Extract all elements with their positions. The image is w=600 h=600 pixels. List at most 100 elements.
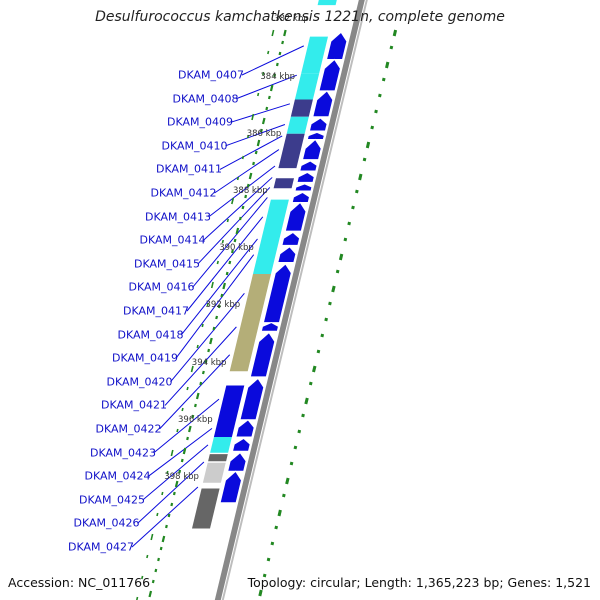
tick-mark — [374, 109, 378, 114]
kbp-position-label: 390 kbp — [219, 243, 254, 254]
tick-mark — [188, 425, 192, 433]
cds-feature-arrow — [277, 246, 297, 263]
kbp-position-label: 392 kbp — [205, 300, 241, 311]
content-block — [192, 488, 220, 529]
tick-mark — [216, 260, 219, 265]
tick-mark — [246, 183, 250, 188]
tick-mark — [201, 370, 205, 375]
gene-label[interactable]: DKAM_0411 — [156, 162, 222, 176]
tick-mark — [191, 414, 195, 419]
gene-leader-line — [241, 45, 305, 76]
tick-mark — [316, 349, 321, 354]
tick-mark — [251, 113, 255, 121]
tick-mark — [236, 176, 240, 181]
gene-leader-line — [208, 165, 276, 217]
tick-mark — [186, 436, 189, 441]
backbone-track — [214, 0, 365, 600]
gene-leader-line — [219, 135, 283, 170]
gene-label[interactable]: DKAM_0421 — [101, 398, 167, 412]
gene-label[interactable]: DKAM_0413 — [145, 210, 211, 224]
gene-label[interactable]: DKAM_0407 — [178, 68, 244, 82]
tick-mark — [170, 502, 174, 507]
gene-leader-line — [214, 149, 280, 194]
gene-label[interactable]: DKAM_0427 — [68, 540, 134, 554]
cds-feature-arrow — [284, 201, 307, 232]
gene-label[interactable]: DKAM_0419 — [112, 351, 178, 365]
cds-feature-arrow — [291, 191, 311, 203]
content-block — [202, 462, 226, 483]
tick-mark — [154, 568, 158, 573]
gene-label[interactable]: DKAM_0418 — [117, 328, 184, 342]
gene-label[interactable]: DKAM_0420 — [106, 375, 173, 389]
tick-mark — [238, 216, 242, 221]
cds-feature-arrow — [260, 322, 280, 332]
content-block — [253, 199, 289, 274]
tick-mark — [293, 445, 298, 450]
gene-label[interactable]: DKAM_0424 — [84, 469, 151, 483]
tick-mark — [241, 205, 245, 210]
gene-leader-line — [153, 398, 220, 453]
cds-feature-arrow — [219, 470, 243, 504]
tick-mark — [206, 302, 209, 307]
tick-mark — [233, 238, 237, 243]
tick-mark — [365, 141, 371, 149]
gene-label[interactable]: DKAM_0425 — [79, 493, 145, 507]
gene-label[interactable]: DKAM_0415 — [134, 257, 200, 271]
tick-mark — [347, 221, 351, 226]
tick-mark — [389, 45, 394, 50]
tick-mark — [244, 194, 248, 199]
gene-leader-line — [186, 216, 264, 312]
tick-mark — [258, 589, 263, 597]
tick-mark — [277, 509, 282, 517]
tick-mark — [228, 260, 232, 265]
tick-mark — [146, 554, 149, 559]
kbp-position-label: 388 kbp — [233, 186, 268, 196]
tick-mark — [262, 573, 267, 578]
gene-label[interactable]: DKAM_0408 — [172, 92, 239, 106]
gene-label[interactable]: DKAM_0416 — [128, 280, 195, 294]
gene-label[interactable]: DKAM_0410 — [161, 139, 228, 153]
tick-mark — [226, 218, 229, 223]
gene-label[interactable]: DKAM_0422 — [95, 422, 162, 436]
cds-feature-arrow — [281, 231, 301, 246]
tick-mark — [256, 139, 261, 147]
gene-label[interactable]: DKAM_0423 — [90, 446, 156, 460]
kbp-position-label: 398 kbp — [164, 472, 199, 482]
gene-leader-line — [197, 187, 271, 265]
tick-mark — [328, 301, 332, 306]
gene-leader-line — [181, 238, 258, 335]
gene-label[interactable]: DKAM_0417 — [123, 304, 189, 318]
gene-label[interactable]: DKAM_0414 — [139, 233, 206, 247]
tick-mark — [269, 84, 274, 92]
gene-label[interactable]: DKAM_0409 — [167, 115, 233, 129]
cds-feature-arrow — [296, 171, 315, 183]
tick-mark — [331, 285, 336, 293]
tick-mark — [266, 557, 271, 562]
cds-feature-arrow — [262, 263, 292, 324]
tick-mark — [297, 429, 302, 434]
cds-feature-arrow — [325, 31, 348, 60]
gene-leader-line — [175, 254, 255, 359]
tick-mark — [262, 71, 265, 76]
tick-mark — [304, 397, 309, 405]
gene-leader-line — [142, 444, 209, 501]
tick-mark — [166, 470, 169, 475]
tick-mark — [343, 237, 348, 242]
tick-mark — [199, 381, 203, 386]
cds-feature-arrow — [249, 331, 276, 378]
gene-label[interactable]: DKAM_0426 — [73, 516, 140, 530]
tick-mark — [378, 93, 382, 98]
tick-mark — [186, 386, 189, 391]
cds-feature-arrow — [318, 58, 341, 92]
gene-label[interactable]: DKAM_0412 — [150, 186, 217, 200]
tick-mark — [358, 173, 363, 181]
cds-feature-arrow — [308, 117, 328, 132]
tick-mark — [180, 458, 184, 463]
tick-mark — [176, 428, 179, 433]
tick-mark — [265, 106, 269, 111]
kbp-position-label: 384 kbp — [260, 71, 296, 82]
tick-mark — [282, 493, 286, 498]
tick-mark — [283, 29, 287, 37]
tick-mark — [174, 480, 179, 488]
tick-mark — [235, 227, 240, 235]
